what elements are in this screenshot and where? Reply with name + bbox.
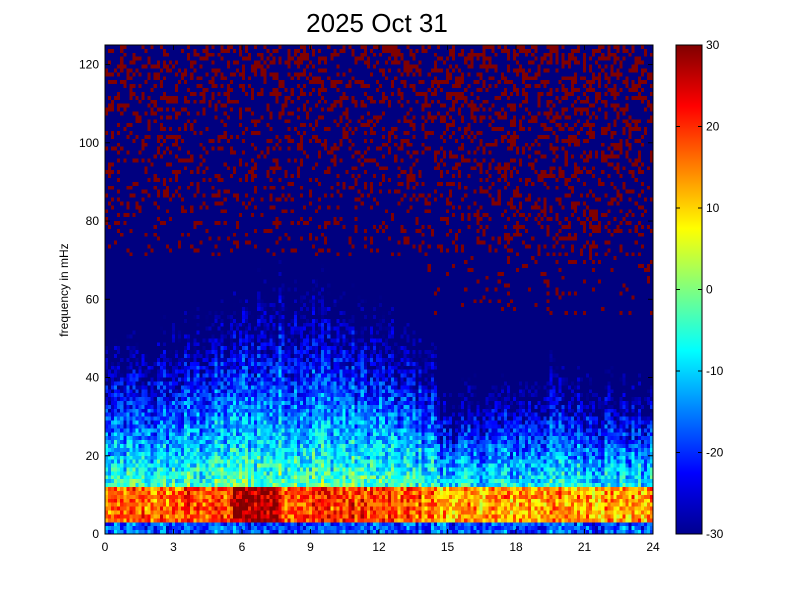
x-tick-label: 3 xyxy=(170,540,177,554)
y-axis-label: frequency in mHz xyxy=(57,243,71,336)
heatmap-plot-area xyxy=(104,44,654,535)
colorbar-axis: -30 -20 -10 0 10 20 30 xyxy=(676,38,724,541)
colorbar-tick-label: 0 xyxy=(706,283,713,297)
colorbar-tick-label: 20 xyxy=(706,120,720,134)
x-tick-label: 9 xyxy=(307,540,314,554)
x-tick-label: 0 xyxy=(102,540,109,554)
colorbar-tick-label: 10 xyxy=(706,201,720,215)
heatmap-image xyxy=(105,45,653,534)
x-tick-label: 18 xyxy=(509,540,523,554)
y-axis: 0 20 40 60 80 100 120 xyxy=(79,58,653,541)
colorbar-tick-label: -10 xyxy=(706,364,724,378)
x-tick-label: 6 xyxy=(239,540,246,554)
x-tick-label: 15 xyxy=(441,540,455,554)
colorbar-tick-label: -30 xyxy=(706,527,724,541)
colorbar: -30 -20 -10 0 10 20 30 xyxy=(675,38,724,541)
x-tick-label: 12 xyxy=(372,540,386,554)
colorbar-gradient xyxy=(675,44,703,535)
y-tick-label: 20 xyxy=(86,449,100,463)
y-tick-label: 120 xyxy=(79,58,99,72)
y-tick-label: 0 xyxy=(92,527,99,541)
y-tick-label: 60 xyxy=(86,292,100,306)
colorbar-tick-label: 30 xyxy=(706,38,720,52)
x-axis: 0 3 6 9 12 15 18 21 24 xyxy=(102,45,660,554)
y-tick-label: 100 xyxy=(79,136,99,150)
y-tick-label: 80 xyxy=(86,214,100,228)
y-tick-label: 40 xyxy=(86,371,100,385)
chart-title: 2025 Oct 31 xyxy=(306,8,448,38)
x-tick-label: 24 xyxy=(646,540,660,554)
colorbar-tick-label: -20 xyxy=(706,446,724,460)
x-tick-label: 21 xyxy=(578,540,592,554)
